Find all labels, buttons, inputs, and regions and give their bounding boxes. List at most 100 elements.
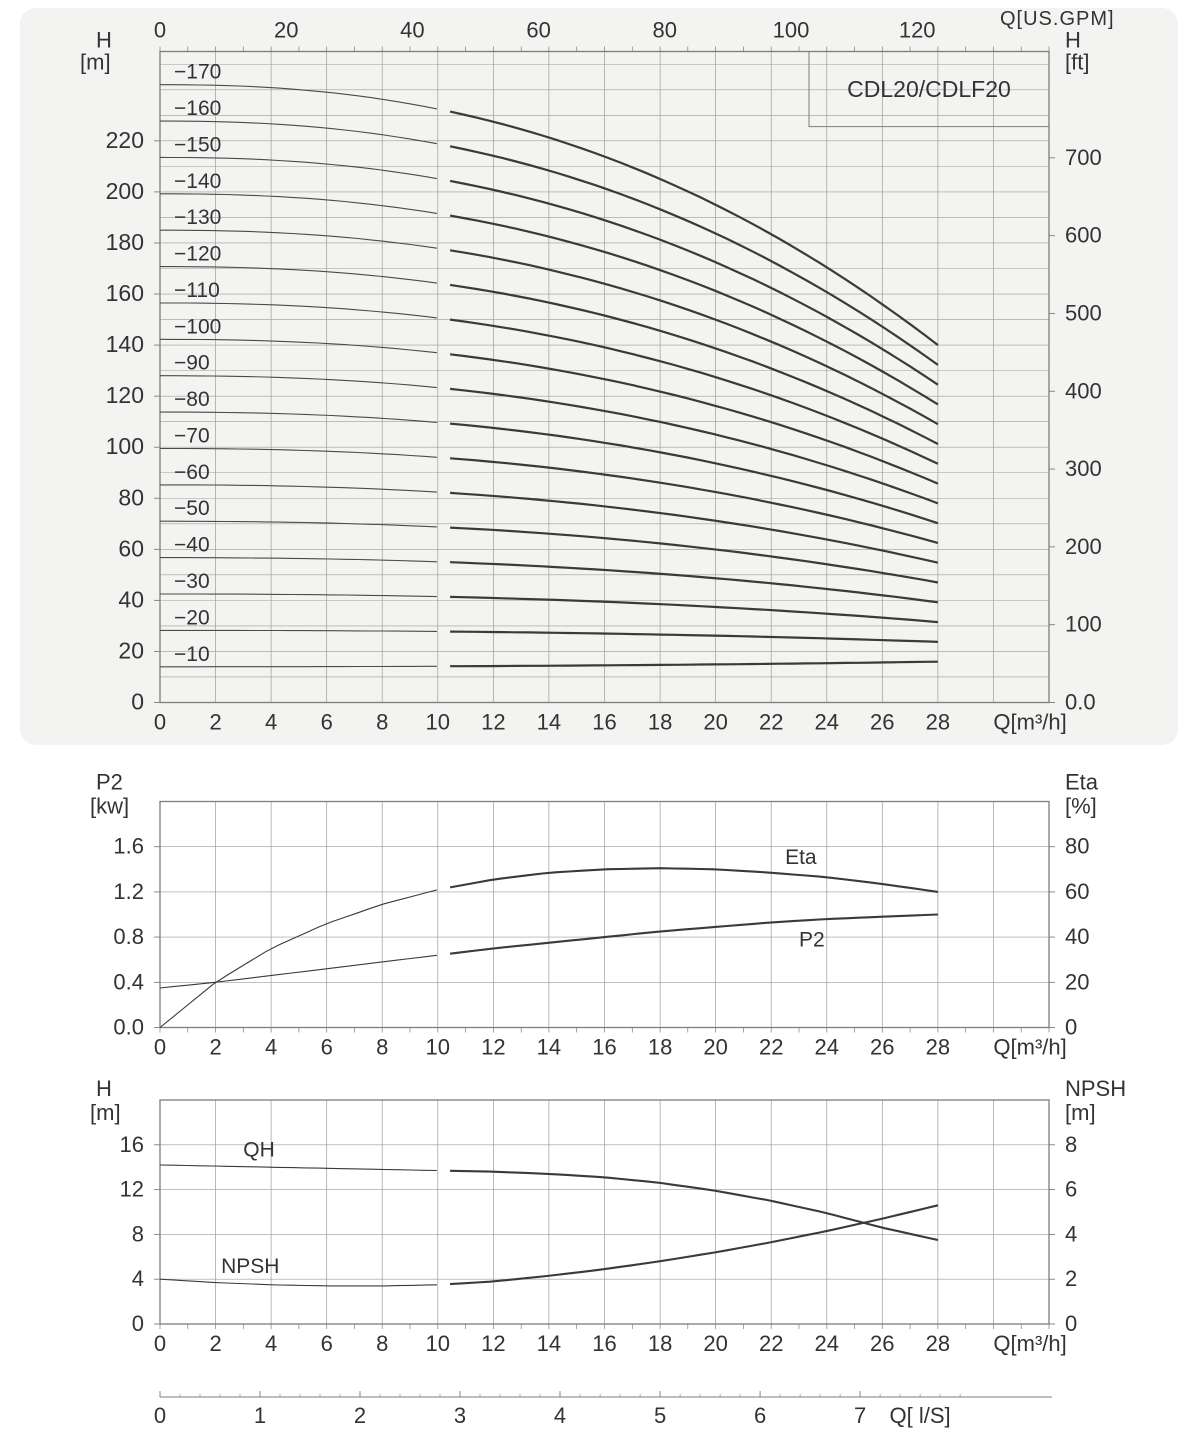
- svg-text:−70: −70: [174, 425, 210, 448]
- svg-text:8: 8: [376, 1035, 388, 1060]
- svg-text:28: 28: [926, 1035, 950, 1060]
- svg-text:14: 14: [537, 1331, 561, 1356]
- svg-text:P2: P2: [799, 929, 825, 952]
- svg-text:80: 80: [118, 484, 144, 510]
- svg-text:8: 8: [376, 710, 388, 735]
- svg-text:−170: −170: [174, 61, 221, 84]
- svg-text:2: 2: [354, 1403, 366, 1428]
- svg-text:16: 16: [592, 1035, 616, 1060]
- svg-text:−80: −80: [174, 388, 210, 411]
- svg-text:16: 16: [120, 1132, 144, 1157]
- svg-text:0: 0: [131, 689, 144, 715]
- svg-text:160: 160: [106, 280, 144, 306]
- svg-text:−110: −110: [174, 279, 220, 302]
- svg-text:−40: −40: [174, 534, 210, 557]
- svg-text:Eta: Eta: [1065, 770, 1099, 795]
- svg-text:26: 26: [870, 1035, 894, 1060]
- svg-text:40: 40: [1065, 924, 1089, 949]
- svg-text:−160: −160: [174, 97, 221, 120]
- svg-text:7: 7: [854, 1403, 866, 1428]
- svg-text:−50: −50: [174, 497, 210, 520]
- svg-text:−90: −90: [174, 352, 210, 375]
- svg-text:6: 6: [321, 710, 333, 735]
- svg-text:6: 6: [321, 1035, 333, 1060]
- svg-text:1: 1: [254, 1403, 266, 1428]
- svg-text:20: 20: [274, 18, 298, 43]
- svg-text:5: 5: [654, 1403, 666, 1428]
- svg-text:0: 0: [154, 1035, 166, 1060]
- svg-text:12: 12: [120, 1177, 144, 1202]
- svg-text:12: 12: [481, 710, 505, 735]
- svg-text:−150: −150: [174, 133, 221, 156]
- svg-text:4: 4: [265, 1331, 277, 1356]
- svg-text:26: 26: [870, 710, 894, 735]
- svg-text:80: 80: [1065, 834, 1089, 859]
- svg-text:0: 0: [154, 18, 166, 43]
- svg-text:[m]: [m]: [90, 1100, 121, 1125]
- svg-text:180: 180: [106, 229, 144, 255]
- svg-text:0.0: 0.0: [1065, 690, 1096, 715]
- svg-text:[%]: [%]: [1065, 794, 1097, 819]
- svg-text:18: 18: [648, 710, 672, 735]
- svg-text:−130: −130: [174, 206, 221, 229]
- svg-text:20: 20: [1065, 969, 1089, 994]
- svg-text:−30: −30: [174, 570, 210, 593]
- svg-text:P2: P2: [96, 770, 123, 795]
- svg-text:0.0: 0.0: [113, 1015, 144, 1040]
- svg-text:16: 16: [592, 710, 616, 735]
- svg-text:6: 6: [754, 1403, 766, 1428]
- svg-text:4: 4: [554, 1403, 566, 1428]
- svg-text:Q[m³/h]: Q[m³/h]: [993, 1035, 1066, 1060]
- svg-text:0: 0: [1065, 1015, 1077, 1040]
- svg-text:24: 24: [815, 1331, 839, 1356]
- svg-text:−20: −20: [174, 606, 210, 629]
- svg-text:Q[m³/h]: Q[m³/h]: [993, 1331, 1066, 1356]
- svg-text:−140: −140: [174, 170, 221, 193]
- svg-text:28: 28: [926, 1331, 950, 1356]
- svg-text:200: 200: [1065, 534, 1102, 559]
- svg-text:18: 18: [648, 1331, 672, 1356]
- svg-text:8: 8: [132, 1221, 144, 1246]
- svg-text:0.8: 0.8: [113, 924, 144, 949]
- svg-text:CDL20/CDLF20: CDL20/CDLF20: [847, 76, 1011, 102]
- svg-text:NPSH: NPSH: [1065, 1076, 1126, 1101]
- svg-text:4: 4: [265, 1035, 277, 1060]
- svg-text:200: 200: [106, 178, 144, 204]
- svg-text:4: 4: [265, 710, 277, 735]
- svg-text:600: 600: [1065, 223, 1102, 248]
- svg-text:120: 120: [899, 18, 936, 43]
- svg-text:2: 2: [209, 710, 221, 735]
- svg-text:10: 10: [426, 1331, 450, 1356]
- svg-text:0.4: 0.4: [113, 969, 144, 994]
- svg-text:220: 220: [106, 127, 144, 153]
- svg-text:NPSH: NPSH: [221, 1255, 279, 1278]
- svg-text:8: 8: [1065, 1132, 1077, 1157]
- svg-text:6: 6: [1065, 1177, 1077, 1202]
- svg-text:40: 40: [400, 18, 424, 43]
- svg-text:Q[m³/h]: Q[m³/h]: [993, 710, 1066, 735]
- svg-text:20: 20: [703, 1035, 727, 1060]
- svg-text:22: 22: [759, 710, 783, 735]
- svg-text:26: 26: [870, 1331, 894, 1356]
- svg-text:4: 4: [132, 1266, 144, 1291]
- svg-text:[m]: [m]: [80, 50, 111, 75]
- svg-text:60: 60: [1065, 879, 1089, 904]
- svg-text:24: 24: [815, 710, 839, 735]
- svg-text:6: 6: [321, 1331, 333, 1356]
- svg-text:3: 3: [454, 1403, 466, 1428]
- svg-text:10: 10: [426, 710, 450, 735]
- svg-text:−100: −100: [174, 315, 221, 338]
- svg-text:100: 100: [106, 433, 144, 459]
- svg-text:0: 0: [154, 710, 166, 735]
- svg-text:4: 4: [1065, 1221, 1077, 1246]
- svg-text:16: 16: [592, 1331, 616, 1356]
- svg-text:8: 8: [376, 1331, 388, 1356]
- svg-text:22: 22: [759, 1035, 783, 1060]
- svg-text:18: 18: [648, 1035, 672, 1060]
- svg-text:60: 60: [118, 535, 144, 561]
- svg-text:H: H: [96, 1076, 112, 1101]
- svg-text:60: 60: [526, 18, 550, 43]
- svg-text:−120: −120: [174, 243, 221, 266]
- svg-text:QH: QH: [243, 1139, 274, 1162]
- svg-text:Q[ l/S]: Q[ l/S]: [890, 1403, 951, 1428]
